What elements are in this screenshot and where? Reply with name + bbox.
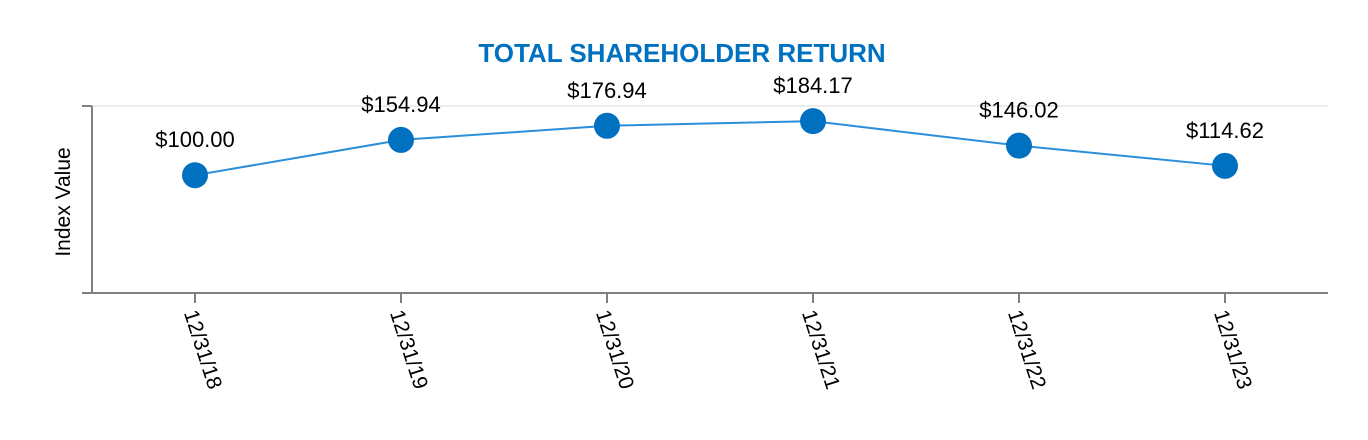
data-point <box>594 112 620 139</box>
data-labels: $100.00 $154.94 $176.94 $184.17 $146.02 $114.… <box>155 73 1264 152</box>
data-point <box>182 162 208 189</box>
x-tick-label: 12/31/19 <box>385 307 432 392</box>
data-label: $114.62 <box>1186 118 1264 143</box>
x-tick-label: 12/31/22 <box>1003 307 1050 392</box>
data-point <box>388 126 414 153</box>
x-tick-label: 12/31/21 <box>797 307 844 392</box>
data-label: $100.00 <box>155 127 235 152</box>
data-label: $184.17 <box>773 73 853 98</box>
data-point <box>1212 152 1238 179</box>
data-point <box>1006 132 1032 159</box>
x-tick-label: 12/31/23 <box>1209 307 1256 392</box>
x-tick-label: 12/31/20 <box>591 307 638 392</box>
data-label: $146.02 <box>979 98 1059 123</box>
x-axis-ticks <box>194 293 1226 303</box>
x-tick-label: 12/31/18 <box>179 307 226 392</box>
y-axis-ticks <box>82 105 92 294</box>
data-label: $154.94 <box>361 92 441 117</box>
chart-title: TOTAL SHAREHOLDER RETURN <box>478 38 885 68</box>
data-point <box>800 108 826 135</box>
data-points <box>182 108 1238 189</box>
series-line <box>194 120 1226 177</box>
y-axis-label: Index Value <box>52 147 75 256</box>
data-label: $176.94 <box>567 78 647 103</box>
x-axis-tick-labels: 12/31/18 12/31/19 12/31/20 12/31/21 12/31/22… <box>179 307 1256 392</box>
